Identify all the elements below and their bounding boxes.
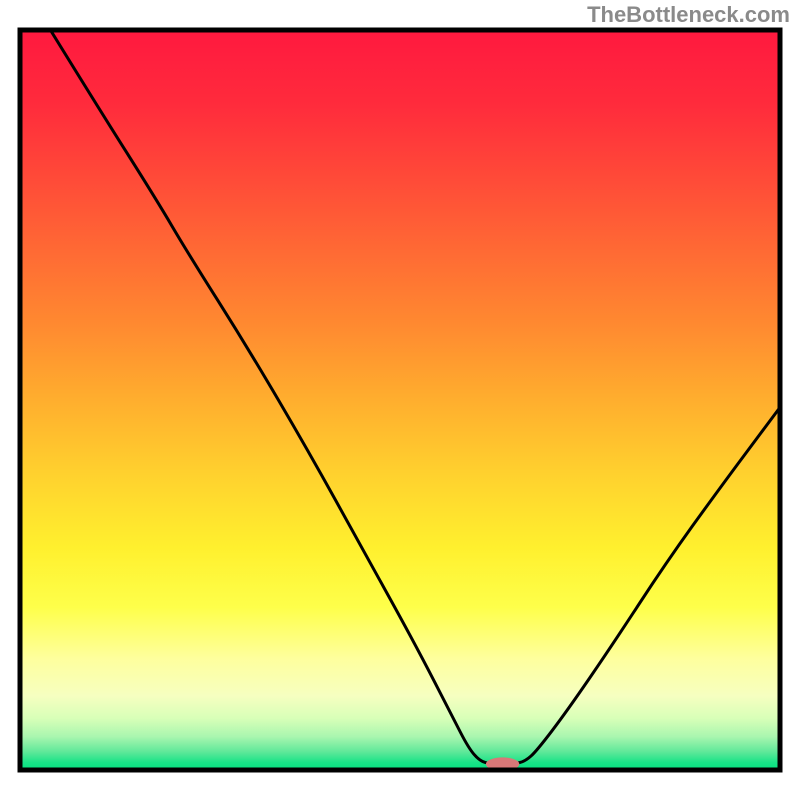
chart-background [20,30,780,770]
watermark-text: TheBottleneck.com [587,2,790,28]
chart-frame: { "meta": { "watermark": "TheBottleneck.… [0,0,800,800]
bottleneck-chart [0,0,800,800]
